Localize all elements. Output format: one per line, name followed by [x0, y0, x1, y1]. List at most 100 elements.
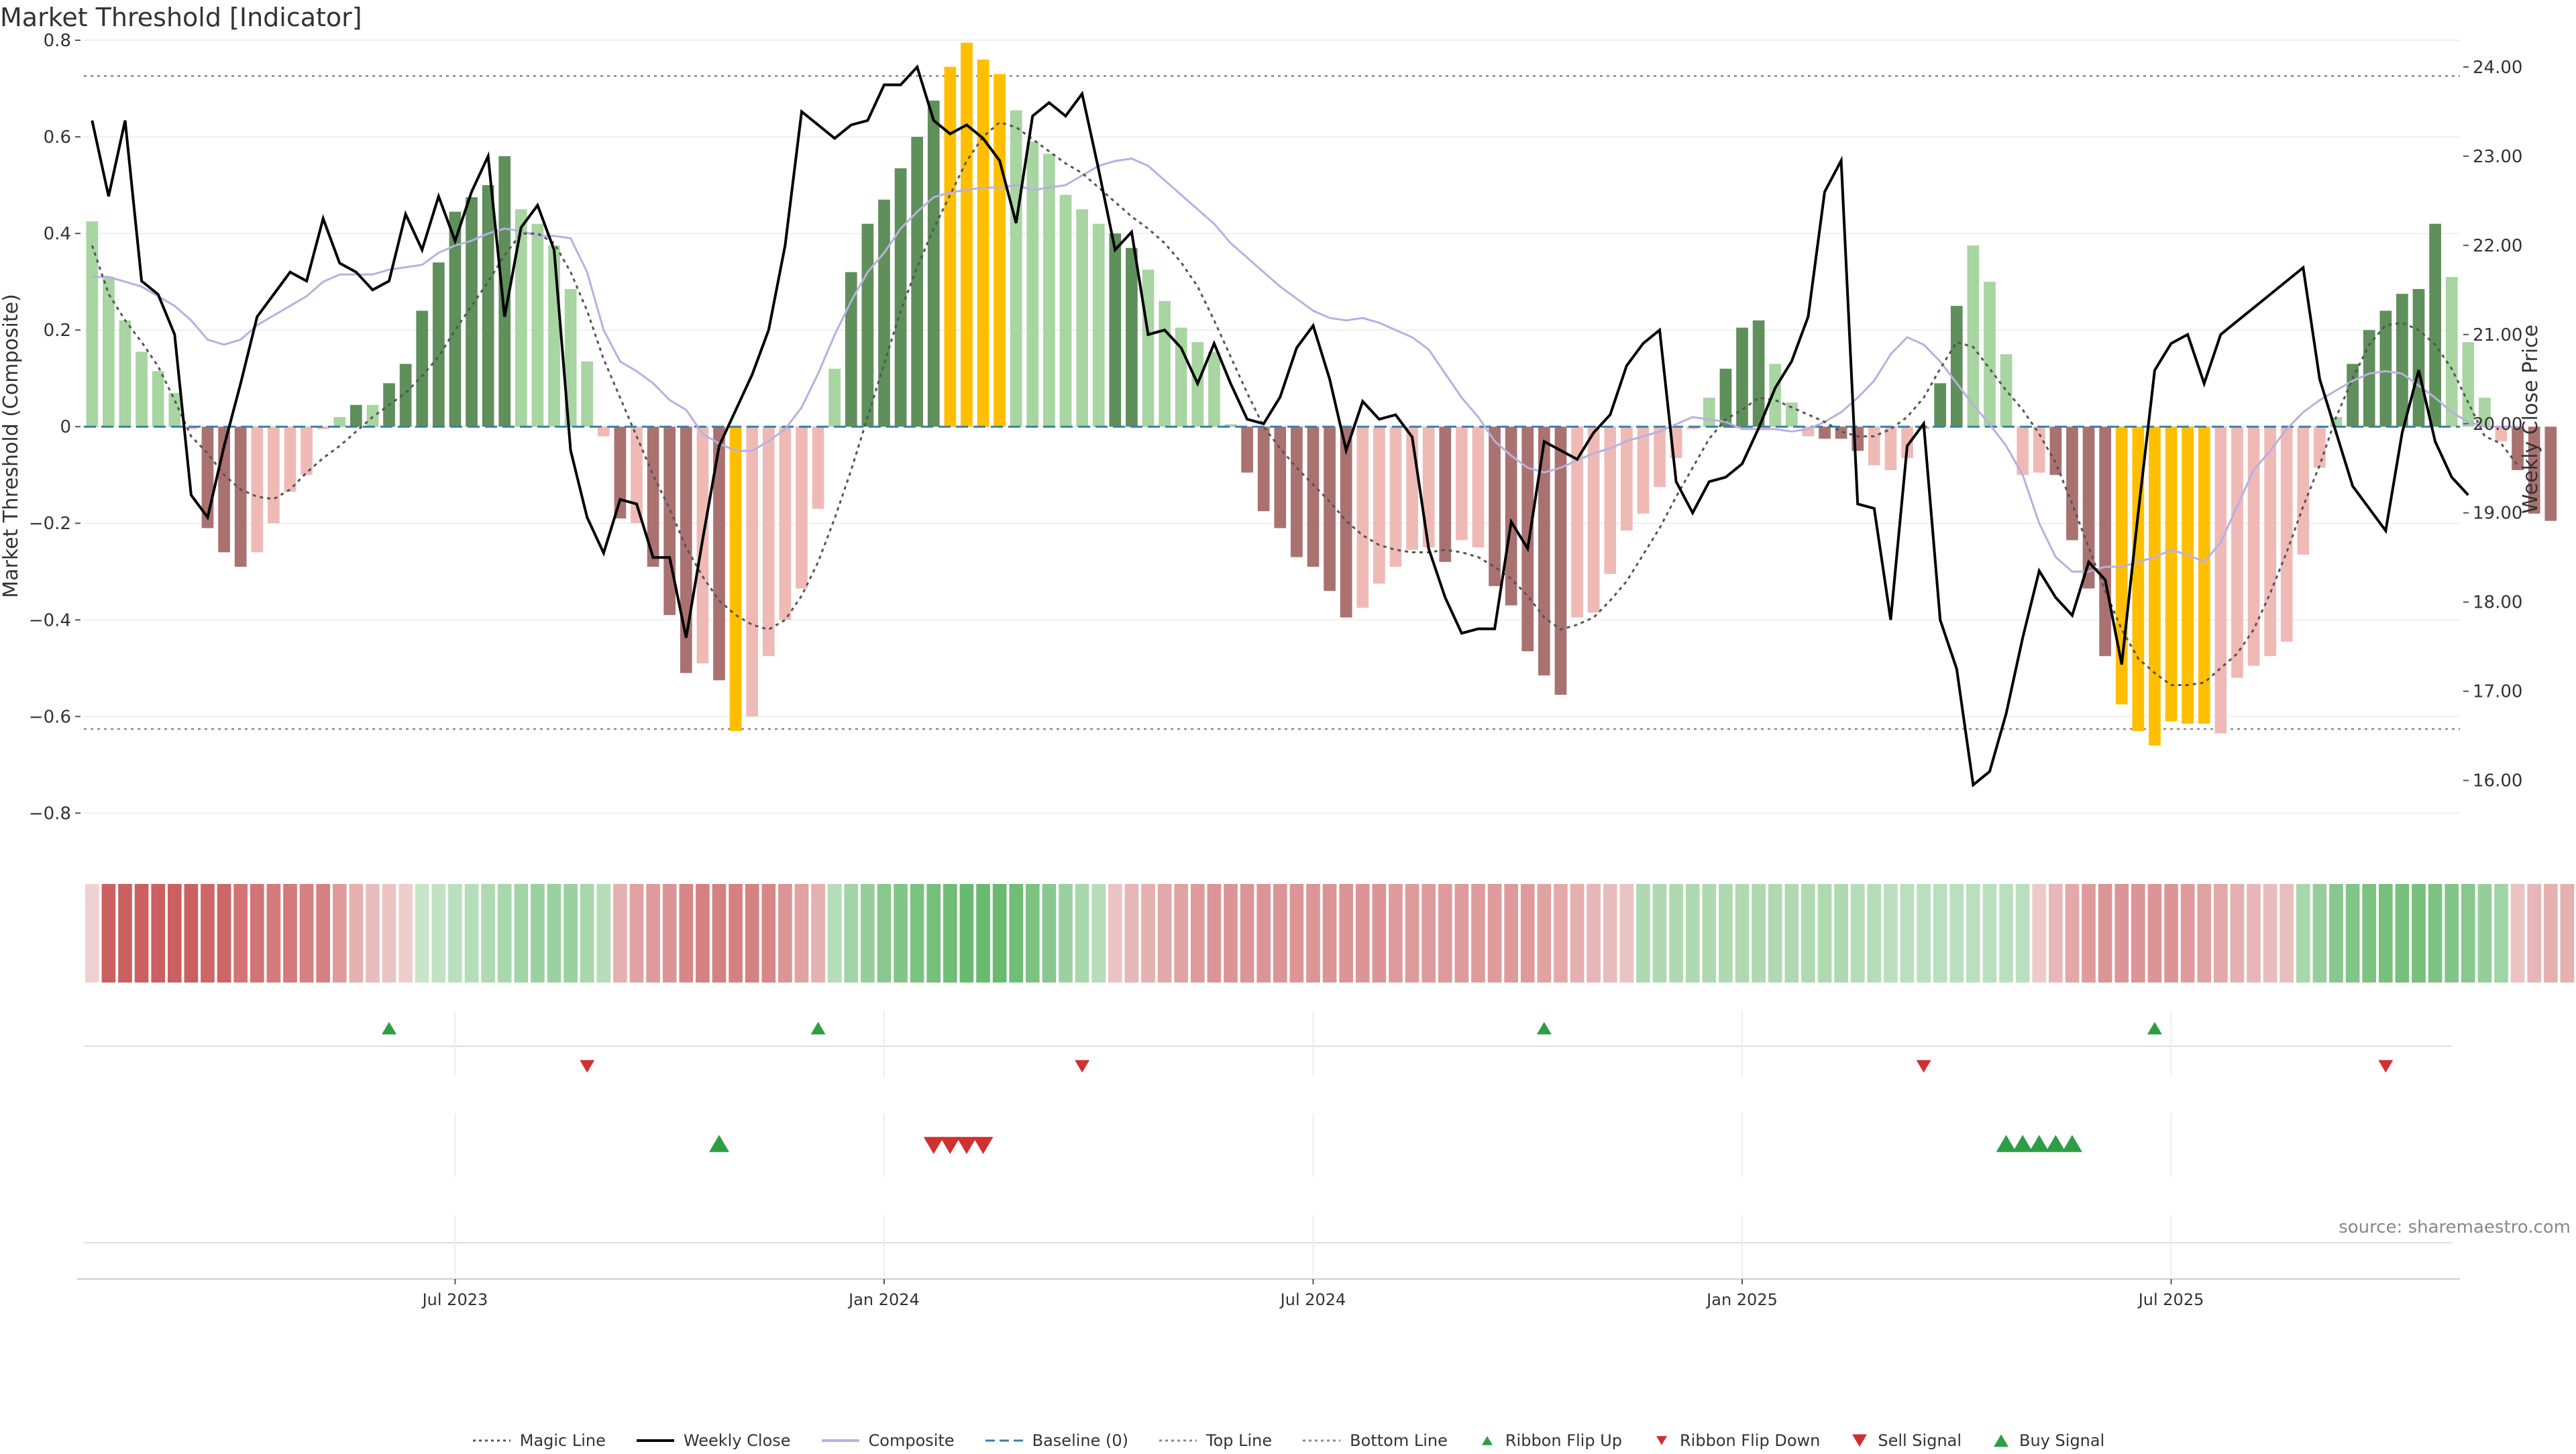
ribbon-cell: [1884, 884, 1898, 983]
ribbon-cell: [250, 884, 264, 983]
ribbon-cell: [729, 884, 743, 983]
threshold-bar: [1819, 427, 1831, 439]
ribbon-cell: [2477, 884, 2492, 983]
threshold-bar: [1224, 424, 1237, 427]
threshold-bar: [1456, 427, 1468, 541]
threshold-bar: [2000, 354, 2012, 427]
ribbon-cell: [1421, 884, 1436, 983]
y-tick-label: 0.8: [44, 31, 71, 51]
threshold-bar: [1884, 427, 1897, 471]
y2-tick-label: 18.00: [2473, 593, 2522, 613]
threshold-bar: [581, 361, 594, 427]
threshold-bar: [1439, 427, 1452, 562]
threshold-bar: [1587, 427, 1600, 613]
threshold-bar: [2082, 427, 2095, 589]
ribbon-cell: [1719, 884, 1733, 983]
threshold-bar: [136, 351, 148, 427]
ribbon-cell: [1949, 884, 1964, 983]
ribbon-cell: [233, 884, 248, 983]
ribbon-cell: [531, 884, 545, 983]
ribbon-cell: [2197, 884, 2212, 983]
y2-tick-label: 24.00: [2473, 58, 2522, 78]
ribbon-cell: [1207, 884, 1222, 983]
ribbon-cell: [613, 884, 627, 983]
ribbon-flip-down-marker: [1916, 1060, 1931, 1073]
threshold-bar: [1505, 427, 1517, 606]
signal-panel: [84, 1011, 2452, 1278]
ribbon-flip-up-marker: [1536, 1021, 1552, 1035]
ribbon-cell: [448, 884, 462, 983]
x-tick-label: Jul 2023: [421, 1290, 488, 1309]
ribbon-cell: [2329, 884, 2343, 983]
source-note: source: sharemaestro.com: [2339, 1217, 2571, 1237]
ribbon-cell: [2065, 884, 2080, 983]
threshold-bar: [1373, 427, 1385, 584]
threshold-bar: [531, 223, 544, 427]
threshold-bar: [1868, 427, 1880, 465]
ribbon-cell: [1900, 884, 1915, 983]
buy-signal-marker: [2029, 1135, 2049, 1152]
threshold-bar: [1340, 427, 1352, 618]
threshold-bar: [762, 427, 775, 657]
threshold-bar: [680, 427, 692, 673]
y-tick-label: −0.6: [29, 707, 71, 727]
ribbon-cell: [1817, 884, 1832, 983]
y-axis-title: Market Threshold (Composite): [0, 294, 23, 598]
ribbon-cell: [1933, 884, 1947, 983]
threshold-bar: [301, 427, 313, 476]
legend-item: Ribbon Flip Down: [1652, 1431, 1820, 1450]
ribbon-cell: [349, 884, 364, 983]
ribbon-cell: [959, 884, 974, 983]
ribbon-cell: [1322, 884, 1337, 983]
threshold-bar: [2363, 330, 2375, 427]
ribbon-cell: [2164, 884, 2178, 983]
threshold-bar: [2231, 427, 2243, 678]
ribbon-cell: [382, 884, 396, 983]
ribbon-cell: [1702, 884, 1717, 983]
ribbon-cell: [2263, 884, 2277, 983]
threshold-bar: [1686, 427, 1699, 429]
legend-swatch: [821, 1439, 859, 1442]
threshold-bar: [1324, 427, 1336, 592]
ribbon-cell: [2114, 884, 2129, 983]
threshold-bar: [927, 101, 940, 427]
ribbon-cell: [1619, 884, 1634, 983]
ribbon-cell: [1520, 884, 1535, 983]
legend-label: Ribbon Flip Up: [1505, 1431, 1622, 1450]
threshold-bar: [366, 404, 379, 427]
ribbon-cell: [2510, 884, 2525, 983]
threshold-bar: [1422, 427, 1435, 548]
y-tick-label: −0.2: [29, 514, 71, 534]
ribbon-cell: [844, 884, 859, 983]
threshold-bar: [317, 427, 329, 429]
threshold-bar: [399, 364, 412, 427]
threshold-bar: [1010, 110, 1022, 427]
threshold-bar: [548, 245, 560, 427]
legend-swatch: [1303, 1439, 1341, 1442]
threshold-bar: [1489, 427, 1501, 586]
threshold-bar: [1076, 209, 1088, 427]
ribbon-cell: [1636, 884, 1650, 983]
ribbon-cell: [2214, 884, 2228, 983]
threshold-bar: [1026, 142, 1039, 427]
ribbon-cell: [2395, 884, 2410, 983]
threshold-bar: [746, 427, 759, 717]
y2-tick-label: 22.00: [2473, 236, 2522, 256]
ribbon-cell: [167, 884, 182, 983]
threshold-bar: [2264, 427, 2276, 657]
legend-item: Ribbon Flip Up: [1477, 1431, 1622, 1450]
ribbon-cell: [679, 884, 694, 983]
ribbon-cell: [811, 884, 825, 983]
ribbon-cell: [1108, 884, 1122, 983]
weekly-close-line: [91, 64, 2469, 788]
buy-signal-marker: [2045, 1135, 2066, 1152]
threshold-bar: [119, 320, 131, 427]
ribbon-cell: [1487, 884, 1502, 983]
threshold-bar: [663, 427, 676, 616]
buy-signal-marker: [708, 1135, 729, 1152]
legend-label: Weekly Close: [683, 1431, 791, 1450]
ribbon-cell: [646, 884, 660, 983]
ribbon-cell: [2345, 884, 2360, 983]
legend-label: Buy Signal: [2019, 1431, 2105, 1450]
ribbon-cell: [1124, 884, 1139, 983]
